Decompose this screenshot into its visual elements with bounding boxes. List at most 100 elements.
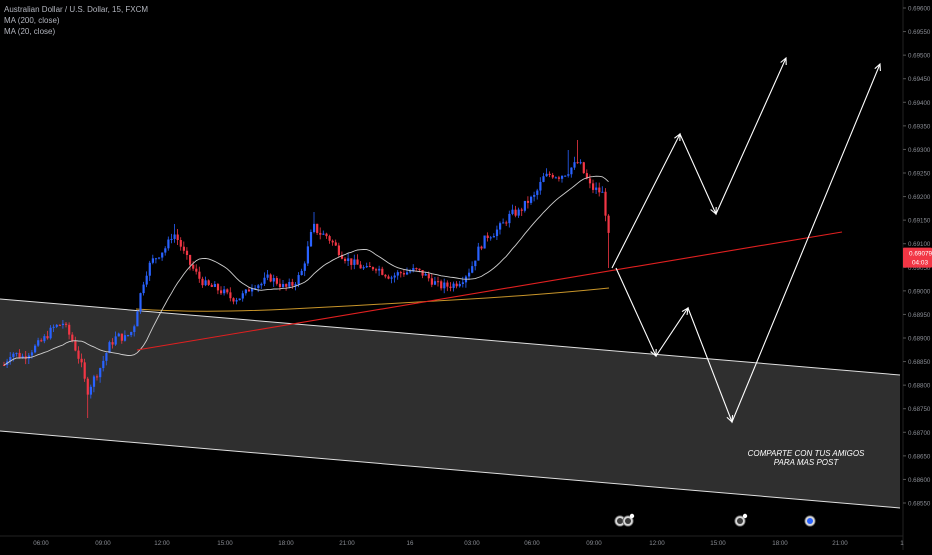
candle <box>409 268 412 274</box>
candle-body <box>365 266 368 268</box>
candle <box>266 269 269 281</box>
candle <box>399 270 402 278</box>
candle <box>83 358 86 382</box>
ma200-legend[interactable]: MA (200, close) <box>4 16 60 25</box>
candle-body <box>499 223 502 230</box>
candle-body <box>576 162 579 164</box>
candle-body <box>105 353 108 361</box>
candle-body <box>390 277 393 279</box>
trend-line <box>136 231 843 351</box>
candle <box>514 205 517 218</box>
candle <box>375 267 378 274</box>
candle-body <box>334 242 337 246</box>
candle <box>86 376 89 418</box>
candle <box>449 282 452 292</box>
price-tick-label: 0.69500 <box>908 53 931 60</box>
candle-body <box>40 340 43 342</box>
candle-body <box>285 284 288 287</box>
candle-body <box>446 282 449 287</box>
candle-body <box>468 272 471 277</box>
candle-body <box>325 233 328 237</box>
time-tick-label: 06:00 <box>33 540 49 547</box>
price-tick-label: 0.68900 <box>908 336 931 343</box>
countdown-label: 04:03 <box>912 260 928 267</box>
candle <box>313 212 316 234</box>
candle-body <box>371 267 375 270</box>
event-icon[interactable] <box>734 515 746 527</box>
candle <box>362 265 365 271</box>
candle-body <box>58 324 61 326</box>
candle <box>77 346 80 364</box>
event-icon[interactable] <box>614 515 626 527</box>
candle <box>61 319 65 329</box>
candle-body <box>148 262 151 276</box>
price-tick-label: 0.69000 <box>908 288 931 295</box>
candle <box>592 179 595 194</box>
candle-body <box>99 368 102 378</box>
event-icon[interactable] <box>622 515 634 527</box>
candle-body <box>474 260 477 267</box>
candle-body <box>319 232 322 235</box>
candle-body <box>136 311 139 327</box>
price-tick-label: 0.69250 <box>908 171 931 178</box>
candle-body <box>517 209 520 216</box>
candle <box>582 161 585 174</box>
event-icon[interactable] <box>804 515 816 527</box>
candle-body <box>483 235 486 249</box>
candle <box>505 220 508 226</box>
candle <box>74 336 77 352</box>
candle-body <box>61 323 65 326</box>
candle-body <box>508 213 511 224</box>
price-tick-label: 0.69550 <box>908 29 931 36</box>
candle-body <box>179 240 182 247</box>
symbol-title[interactable]: Australian Dollar / U.S. Dollar, 15, FXC… <box>4 5 149 14</box>
candle <box>161 252 164 261</box>
candle <box>443 278 446 294</box>
candle-body <box>18 352 21 358</box>
candle-body <box>455 283 458 287</box>
ma20-legend[interactable]: MA (20, close) <box>4 27 56 36</box>
candle <box>111 338 114 349</box>
candle-body <box>266 274 269 278</box>
price-tick-label: 0.68700 <box>908 430 931 437</box>
candle <box>511 204 514 216</box>
candle <box>27 352 30 365</box>
candle-body <box>526 200 530 203</box>
candle <box>353 254 356 270</box>
annotation-line-2: PARA MAS POST <box>774 458 840 467</box>
candle-body <box>244 289 247 294</box>
candle-body <box>539 181 542 191</box>
candle-body <box>530 196 533 203</box>
candle-body <box>260 283 263 286</box>
candle-body <box>548 173 551 175</box>
candle-body <box>443 282 446 289</box>
chart-legend: Australian Dollar / U.S. Dollar, 15, FXC… <box>4 4 148 37</box>
candle <box>34 344 37 354</box>
candle-body <box>275 278 278 284</box>
candle <box>483 235 486 249</box>
candle-body <box>37 340 40 346</box>
candle <box>461 276 464 288</box>
candle <box>573 156 576 170</box>
candle-body <box>294 284 297 286</box>
candle-body <box>607 215 610 233</box>
event-icon-dot <box>625 518 631 524</box>
candle <box>244 289 247 296</box>
candle <box>533 191 536 202</box>
candle <box>195 264 198 275</box>
candle-body <box>269 274 272 282</box>
candle <box>46 330 49 340</box>
arrow-head <box>650 348 657 358</box>
candle <box>328 234 331 244</box>
candle-body <box>21 356 24 358</box>
candle <box>347 252 350 266</box>
candle-body <box>158 257 161 259</box>
candle-body <box>198 271 201 279</box>
candle-body <box>375 269 378 271</box>
candle <box>288 278 291 289</box>
candle <box>393 272 396 283</box>
candle <box>365 262 368 269</box>
candle-body <box>161 252 164 258</box>
